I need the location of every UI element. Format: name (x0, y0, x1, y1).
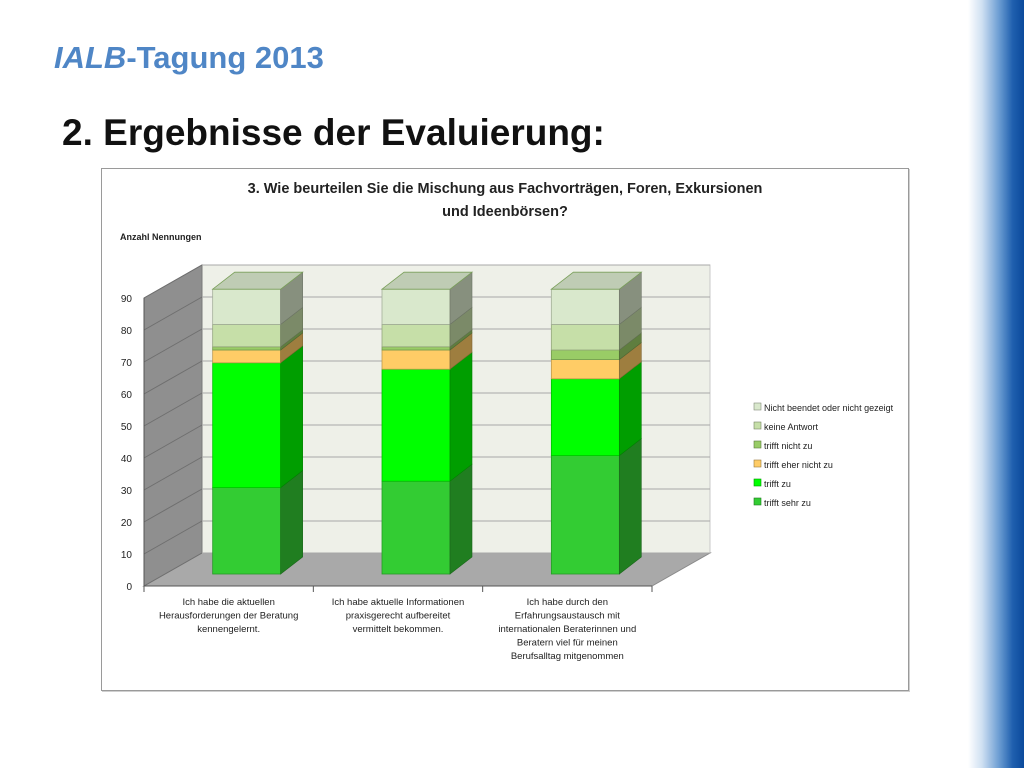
bar-segment-side (280, 469, 303, 575)
x-category-label: Beratern viel für meinen (517, 638, 618, 649)
y-tick-label: 80 (121, 326, 133, 337)
chart-frame: 0 10 20 30 40 50 60 70 80 90 Ich habe die aktuelle… (101, 168, 909, 691)
bar-segment (212, 349, 282, 364)
x-category-label: Herausforderungen der Beratung (159, 611, 298, 622)
y-tick-label: 40 (121, 454, 133, 465)
bar-segment (381, 288, 451, 325)
legend-swatch (753, 459, 762, 468)
y-tick-label: 90 (121, 294, 133, 305)
bar-segment-side (449, 351, 473, 482)
legend-swatch (753, 402, 762, 411)
x-category-label: kennengelernt. (197, 624, 260, 635)
y-tick-label: 50 (121, 422, 133, 433)
x-category-label: Erfahrungsaustausch mit (515, 611, 620, 622)
slide-heading: 2. Ergebnisse der Evaluierung: (62, 112, 605, 153)
chart-title-line2: und Ideenbörsen? (442, 204, 568, 220)
gridline-side (143, 456, 203, 491)
legend-swatch (753, 421, 762, 430)
gridline-side (143, 296, 203, 331)
y-tick-label: 20 (121, 518, 133, 529)
legend-swatch (753, 497, 762, 506)
gridline-side (143, 264, 203, 299)
bar-segment (550, 359, 620, 380)
bar-segment-side (449, 463, 473, 575)
side-decoration-bar (968, 0, 1024, 768)
bar-segment-side (280, 345, 303, 489)
bar-segment (550, 349, 620, 360)
x-category-label: Ich habe aktuelle Informationen (332, 597, 465, 608)
y-axis-label: Anzahl Nennungen (120, 232, 202, 242)
evaluation-chart: 0 10 20 30 40 50 60 70 80 90 Ich habe die aktuelle… (120, 181, 894, 662)
bar-segment (381, 480, 451, 575)
x-category-label: Ich habe die aktuellen (182, 597, 274, 608)
gridline-side (143, 424, 203, 459)
legend-label: trifft eher nicht zu (764, 460, 833, 470)
bar-segment (550, 323, 620, 351)
bar-segment (212, 323, 282, 348)
legend-label: keine Antwort (764, 422, 819, 432)
x-category-label: internationalen Beraterinnen und (498, 624, 636, 635)
gridline-side (143, 392, 203, 427)
bar-top (550, 271, 643, 290)
bar-segment (550, 288, 620, 325)
x-category-label: praxisgerecht aufbereitet (346, 611, 451, 622)
conference-title-rest: -Tagung 2013 (126, 40, 324, 75)
bar-segment (212, 346, 282, 351)
gridline-side (143, 360, 203, 395)
legend-swatch (753, 478, 762, 487)
gridline-side (143, 520, 203, 555)
bar-top (211, 271, 304, 290)
bar-segment (212, 288, 282, 325)
conference-title: IALB-Tagung 2013 (54, 40, 324, 76)
bar-segment (381, 346, 451, 351)
y-tick-label: 60 (121, 390, 133, 401)
bar-segment (212, 362, 282, 489)
y-tick-label: 30 (121, 486, 133, 497)
legend-swatch (753, 440, 762, 449)
legend-label: Nicht beendet oder nicht gezeigt (764, 403, 894, 413)
chart-title-line1: 3. Wie beurteilen Sie die Mischung aus F… (248, 181, 763, 197)
y-tick-label: 70 (121, 358, 133, 369)
bar-segment (550, 455, 620, 575)
bar-segment (381, 323, 451, 348)
x-category-label: Berufsalltag mitgenommen (511, 651, 624, 662)
bar-segment (381, 349, 451, 370)
bar-segment (212, 487, 282, 575)
y-tick-label: 10 (121, 550, 133, 561)
gridline-side (143, 552, 203, 587)
bar-segment-side (619, 437, 642, 575)
gridline-side (143, 328, 203, 363)
legend-label: trifft nicht zu (764, 441, 812, 451)
x-category-label: vermittelt bekommen. (353, 624, 444, 635)
legend-label: trifft zu (764, 479, 791, 489)
x-category-label: Ich habe durch den (527, 597, 608, 608)
bar-segment (381, 368, 451, 482)
conference-title-italic: IALB (54, 40, 127, 75)
bar-top (380, 271, 474, 290)
y-tick-label: 0 (126, 582, 132, 593)
legend-label: trifft sehr zu (764, 498, 811, 508)
gridline-side (143, 488, 203, 523)
bar-segment (550, 378, 620, 457)
